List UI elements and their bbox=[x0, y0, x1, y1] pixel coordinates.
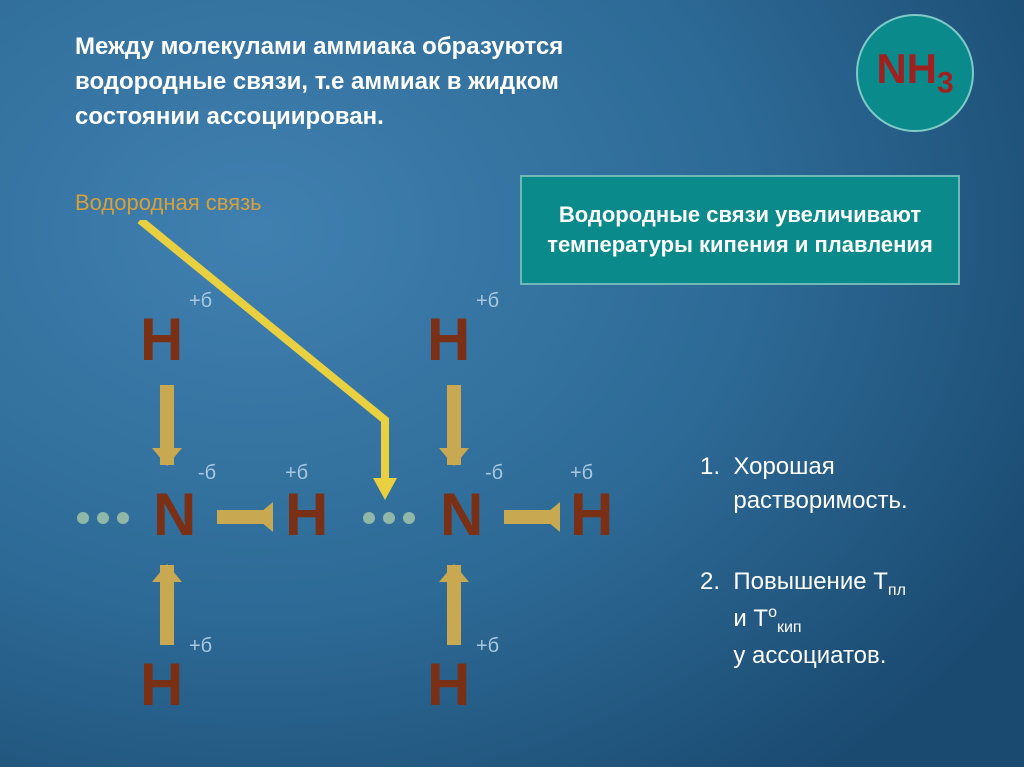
bond-arrow bbox=[447, 565, 461, 645]
title-text: Между молекулами аммиака образуются водо… bbox=[75, 30, 635, 134]
atom-h: Н bbox=[140, 305, 183, 374]
charge-minus: -б bbox=[198, 462, 216, 485]
atom-h: Н bbox=[285, 480, 328, 549]
charge-plus: +б bbox=[476, 635, 499, 658]
charge-plus: +б bbox=[570, 462, 593, 485]
badge-formula: NH3 bbox=[876, 45, 953, 100]
bond-arrow bbox=[504, 510, 559, 524]
atom-h: Н bbox=[570, 480, 613, 549]
atom-h: Н bbox=[427, 650, 470, 719]
charge-plus: +б bbox=[476, 290, 499, 313]
molecule-diagram: N -б Н +б Н +б Н +б N -б Н +б Н +б Н +б bbox=[45, 230, 685, 730]
bond-arrow bbox=[160, 565, 174, 645]
bond-arrow bbox=[217, 510, 272, 524]
atom-n: N bbox=[440, 480, 483, 549]
bond-arrow bbox=[447, 385, 461, 465]
bond-dot bbox=[97, 512, 109, 524]
consequence-2: 2. Повышение Тпл и Токип у ассоциатов. bbox=[700, 565, 906, 673]
hbond-dot bbox=[383, 512, 395, 524]
atom-n: N bbox=[153, 480, 196, 549]
hbond-dot bbox=[403, 512, 415, 524]
slide: Между молекулами аммиака образуются водо… bbox=[0, 0, 1024, 767]
charge-minus: -б bbox=[485, 462, 503, 485]
bond-dot bbox=[77, 512, 89, 524]
charge-plus: +б bbox=[189, 290, 212, 313]
formula-badge: NH3 bbox=[856, 14, 974, 132]
bond-arrow bbox=[160, 385, 174, 465]
charge-plus: +б bbox=[189, 635, 212, 658]
hbond-label: Водородная связь bbox=[75, 190, 262, 216]
hbond-dot bbox=[363, 512, 375, 524]
atom-h: Н bbox=[140, 650, 183, 719]
bond-dot bbox=[117, 512, 129, 524]
consequence-1: 1. Хорошая растворимость. bbox=[700, 450, 908, 517]
atom-h: Н bbox=[427, 305, 470, 374]
charge-plus: +б bbox=[285, 462, 308, 485]
